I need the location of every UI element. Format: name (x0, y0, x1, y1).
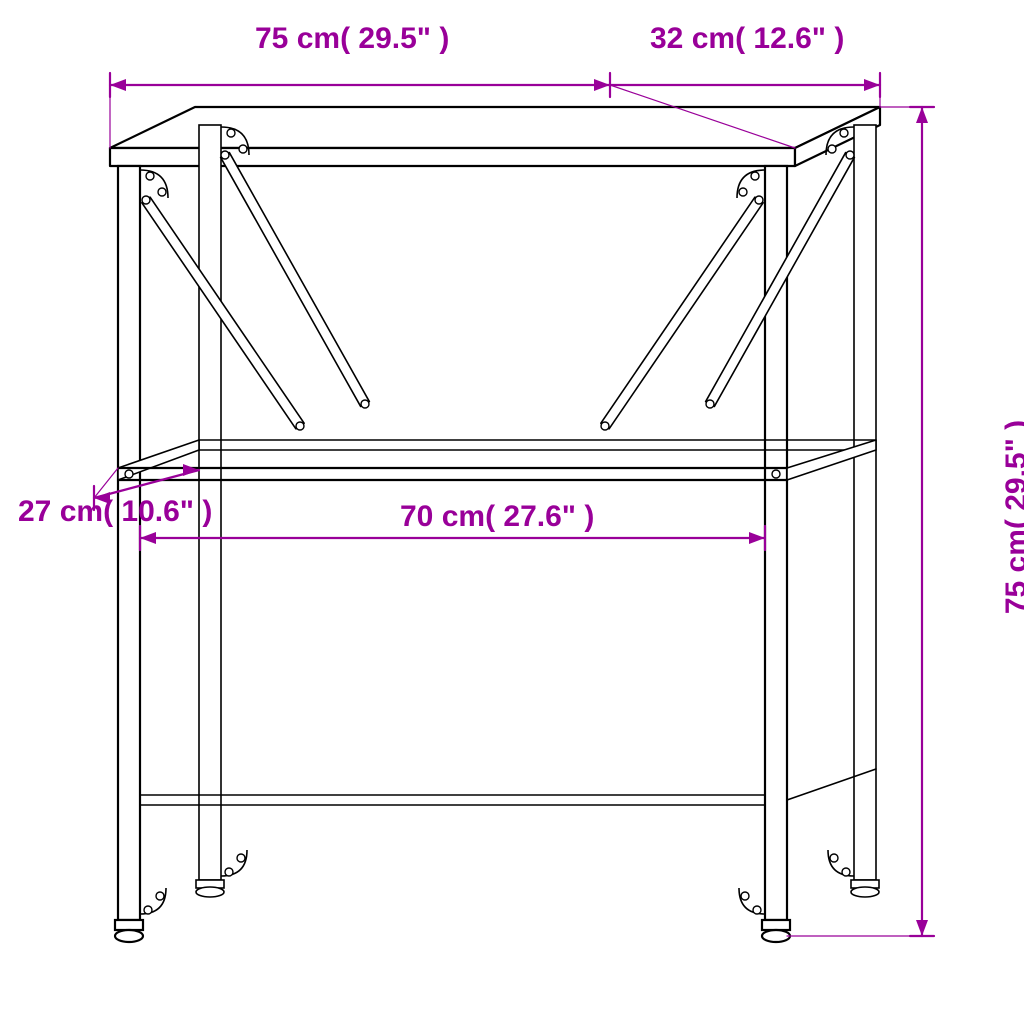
dim-height: 75 cm( 29.5" ) (1000, 420, 1024, 614)
dim-depth-mid: 27 cm( 10.6" ) (18, 495, 212, 529)
dim-inner-width: 70 cm( 27.6" ) (400, 500, 594, 534)
dim-depth-top: 32 cm( 12.6" ) (650, 22, 844, 56)
dim-width-top: 75 cm( 29.5" ) (255, 22, 449, 56)
diagram-canvas: 75 cm( 29.5" ) 32 cm( 12.6" ) 27 cm( 10.… (0, 0, 1024, 1024)
